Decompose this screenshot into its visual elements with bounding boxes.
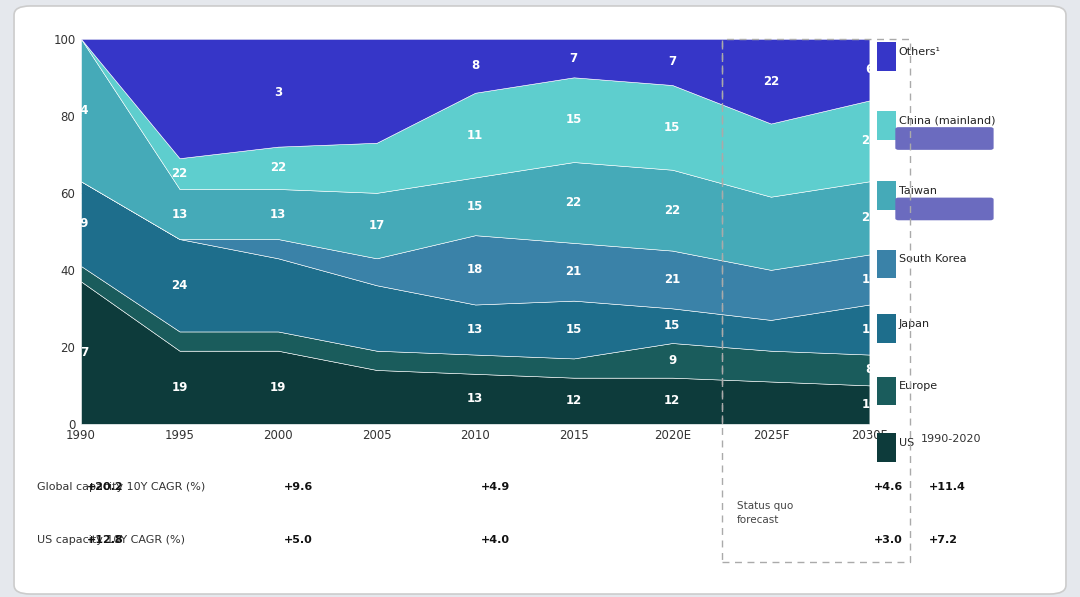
Text: +5.0: +5.0	[283, 536, 312, 545]
Text: 22: 22	[664, 204, 680, 217]
Text: 17: 17	[368, 219, 384, 232]
Text: China (mainland): China (mainland)	[899, 116, 995, 125]
Text: 9: 9	[669, 354, 676, 367]
Text: 12: 12	[566, 394, 582, 407]
Text: 12: 12	[664, 394, 680, 407]
Text: 中国台湾: 中国台湾	[931, 204, 958, 214]
Text: Global capacity 10Y CAGR (%): Global capacity 10Y CAGR (%)	[37, 482, 205, 491]
Text: 11: 11	[467, 128, 484, 141]
Text: 10: 10	[861, 398, 878, 411]
Text: 13: 13	[467, 392, 484, 405]
Text: 18: 18	[467, 263, 484, 276]
Text: Europe: Europe	[899, 381, 937, 391]
Text: 37: 37	[72, 346, 90, 359]
Text: +9.6: +9.6	[283, 482, 313, 491]
Text: +4.6: +4.6	[874, 482, 903, 491]
Text: 19: 19	[172, 381, 188, 394]
Text: 15: 15	[566, 113, 582, 126]
Text: South Korea: South Korea	[899, 254, 967, 264]
Text: 中国大陆: 中国大陆	[931, 134, 958, 143]
Text: US capacity 10Y CAGR (%): US capacity 10Y CAGR (%)	[37, 536, 185, 545]
Text: 15: 15	[664, 319, 680, 332]
Text: US: US	[899, 438, 914, 448]
Text: 19: 19	[861, 273, 878, 286]
Text: 24: 24	[172, 279, 188, 292]
Text: 15: 15	[566, 323, 582, 336]
Text: 15: 15	[664, 121, 680, 134]
Text: 24: 24	[861, 134, 878, 147]
Text: 19: 19	[72, 217, 90, 230]
Text: 22: 22	[762, 75, 779, 88]
Text: 8: 8	[865, 364, 874, 377]
Text: 15: 15	[467, 200, 484, 213]
Text: 13: 13	[467, 323, 484, 336]
Text: 19: 19	[270, 381, 286, 394]
Text: +4.9: +4.9	[481, 482, 510, 491]
Text: Taiwan: Taiwan	[899, 186, 936, 196]
Text: 1990-2020: 1990-2020	[921, 434, 982, 444]
Text: 21: 21	[861, 211, 878, 224]
Text: 22: 22	[270, 161, 286, 174]
Text: Others¹: Others¹	[899, 47, 941, 57]
Text: 22: 22	[566, 196, 582, 209]
Text: 21: 21	[566, 265, 582, 278]
Text: 6: 6	[865, 63, 874, 76]
Text: 21: 21	[664, 273, 680, 286]
Text: +7.2: +7.2	[929, 536, 958, 545]
Text: 13: 13	[270, 208, 286, 220]
Text: 8: 8	[471, 59, 480, 72]
Text: 44: 44	[72, 103, 90, 116]
Text: 13: 13	[172, 208, 188, 220]
Text: 7: 7	[669, 56, 676, 69]
Text: +11.4: +11.4	[929, 482, 966, 491]
Text: Status quo
forecast: Status quo forecast	[737, 501, 793, 525]
Text: 3: 3	[274, 86, 282, 99]
Text: 13: 13	[861, 323, 878, 336]
Text: Japan: Japan	[899, 319, 930, 328]
Text: 7: 7	[569, 51, 578, 64]
Text: +3.0: +3.0	[874, 536, 903, 545]
Text: +12.8: +12.8	[86, 536, 123, 545]
Text: +20.2: +20.2	[86, 482, 123, 491]
Text: 22: 22	[172, 167, 188, 180]
Text: +4.0: +4.0	[481, 536, 510, 545]
